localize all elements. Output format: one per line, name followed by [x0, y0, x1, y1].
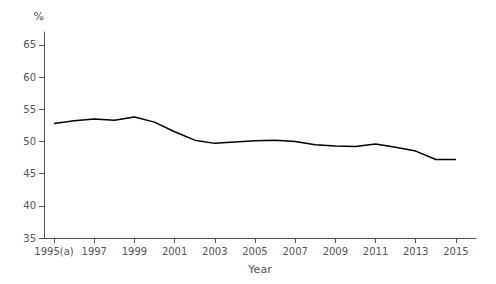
svg-text:%: % [34, 10, 44, 23]
svg-text:2003: 2003 [202, 246, 227, 257]
svg-text:2005: 2005 [242, 246, 267, 257]
svg-text:1999: 1999 [122, 246, 147, 257]
svg-text:2009: 2009 [323, 246, 348, 257]
svg-text:55: 55 [23, 104, 36, 115]
svg-text:2011: 2011 [363, 246, 388, 257]
svg-text:65: 65 [23, 39, 36, 50]
svg-text:2001: 2001 [162, 246, 187, 257]
svg-text:2015: 2015 [443, 246, 468, 257]
svg-text:2013: 2013 [403, 246, 428, 257]
svg-text:45: 45 [23, 168, 36, 179]
svg-text:Year: Year [247, 263, 272, 276]
svg-text:1995(a): 1995(a) [34, 246, 73, 257]
svg-text:2007: 2007 [282, 246, 307, 257]
svg-text:60: 60 [23, 72, 36, 83]
svg-text:50: 50 [23, 136, 36, 147]
svg-text:1997: 1997 [82, 246, 107, 257]
svg-text:40: 40 [23, 200, 36, 211]
svg-text:35: 35 [23, 233, 36, 244]
